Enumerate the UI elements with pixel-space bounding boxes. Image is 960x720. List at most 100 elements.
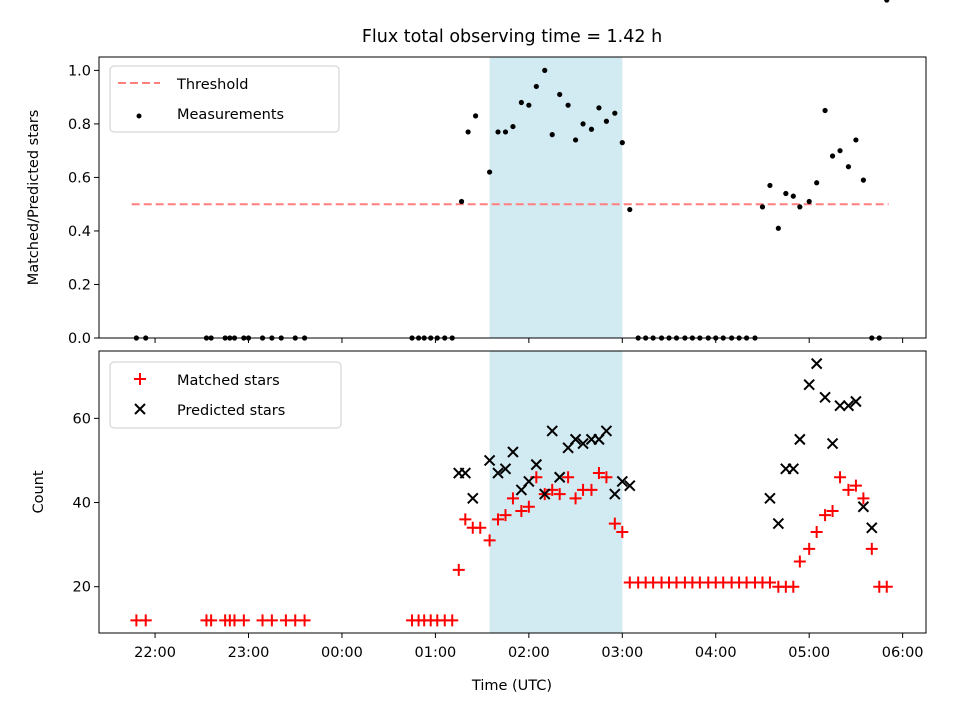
predicted-star-point	[834, 400, 846, 412]
matched-star-point	[483, 534, 496, 547]
ratio-x-axis	[154, 338, 904, 343]
chart-title: Flux total observing time = 1.42 h	[362, 27, 662, 47]
x-tick-label: 01:00	[415, 645, 457, 661]
x-tick-label: 22:00	[134, 645, 176, 661]
x-tick-label: 04:00	[695, 645, 737, 661]
ratio-y-axis-label: Matched/Predicted stars	[26, 110, 42, 286]
predicted-star-point	[826, 437, 839, 450]
x-tick-label: 06:00	[882, 645, 924, 661]
matched-star-point	[793, 555, 806, 568]
measurement-point	[526, 102, 532, 108]
x-axis-label: Time (UTC)	[471, 678, 552, 694]
predicted-star-point	[499, 463, 512, 475]
predicted-stars-series	[453, 357, 878, 534]
count-panel-frame	[98, 350, 927, 634]
predicted-legend-swatch	[134, 403, 146, 415]
matched-star-point	[553, 488, 566, 501]
measurement-point	[619, 140, 625, 146]
measurement-point	[853, 137, 859, 143]
predicted-star-point	[616, 475, 629, 488]
measurements-legend-swatch	[136, 113, 142, 119]
measurement-point	[603, 118, 610, 124]
matched-star-point	[474, 521, 487, 534]
measurement-point	[775, 225, 781, 231]
matched-star-point	[522, 500, 535, 513]
matched-star-point	[880, 580, 893, 593]
count-panel: 20 40 60 22:00 23:00 00:00 01:00 02:00 03:00 04:…	[31, 350, 927, 661]
measurement-point	[565, 102, 571, 108]
y-tick-label: 0.4	[68, 224, 91, 240]
predicted-star-point	[467, 492, 479, 505]
measurement-point	[502, 129, 509, 135]
matched-star-point	[834, 471, 847, 484]
predicted-star-point	[787, 463, 800, 475]
measurement-point	[580, 121, 586, 127]
measurement-point	[759, 204, 766, 210]
x-tick-label: 02:00	[508, 645, 550, 661]
measurement-point	[814, 180, 820, 186]
measurement-point	[822, 107, 828, 114]
matched-star-point	[819, 509, 832, 522]
matched-star-point	[857, 492, 870, 505]
measurement-point	[797, 204, 803, 210]
measurement-point	[487, 169, 493, 175]
predicted-star-point	[553, 471, 566, 483]
matched-star-point	[298, 614, 311, 627]
predicted-star-point	[624, 479, 636, 492]
predicted-star-point	[569, 433, 582, 446]
measurement-point	[510, 123, 516, 130]
predicted-star-point	[764, 492, 776, 505]
measurement-point	[884, 0, 890, 3]
count-x-axis: 22:00 23:00 00:00 01:00 02:00 03:00 04:00 05:00…	[134, 633, 924, 661]
measurement-point	[588, 126, 595, 132]
y-tick-label: 0.2	[68, 277, 91, 293]
predicted-star-point	[810, 357, 823, 370]
predicted-star-point	[842, 400, 855, 412]
ratio-legend: Threshold Measurements	[109, 65, 340, 133]
predicted-star-point	[600, 425, 613, 437]
measurements-legend-label: Measurements	[177, 107, 284, 123]
measurement-point	[627, 206, 633, 213]
matched-star-point	[446, 614, 459, 627]
measurement-point	[518, 99, 524, 106]
matched-star-point	[803, 542, 816, 555]
measurement-point	[596, 105, 602, 111]
x-tick-label: 05:00	[788, 645, 830, 661]
count-y-axis: 20 40 60	[73, 411, 99, 596]
matched-star-point	[515, 504, 528, 517]
count-y-axis-label: Count	[31, 470, 47, 513]
matched-star-point	[569, 492, 582, 505]
y-tick-label: 1.0	[68, 63, 91, 79]
measurement-point	[612, 110, 618, 116]
y-tick-label: 0.8	[68, 117, 91, 133]
measurement-point	[783, 190, 789, 197]
matched-star-point	[506, 492, 519, 505]
predicted-star-point	[819, 391, 831, 404]
matched-star-point	[616, 525, 629, 538]
matched-star-point	[763, 576, 776, 589]
matched-star-point	[810, 525, 823, 538]
predicted-star-point	[492, 467, 504, 479]
predicted-star-point	[459, 467, 472, 479]
y-tick-label: 40	[73, 496, 91, 512]
threshold-legend-label: Threshold	[176, 77, 248, 93]
measurement-point	[542, 67, 548, 73]
matched-star-point	[499, 509, 512, 522]
count-legend-box	[109, 361, 342, 429]
measurement-point	[837, 148, 843, 154]
measurement-point	[572, 137, 579, 143]
predicted-star-point	[866, 522, 878, 534]
measurement-point	[860, 177, 866, 183]
predicted-star-point	[857, 501, 870, 513]
matched-star-point	[237, 614, 250, 627]
matched-star-point	[865, 542, 878, 555]
matched-star-point	[139, 614, 152, 627]
y-tick-label: 20	[73, 580, 91, 596]
predicted-star-point	[609, 488, 621, 500]
measurement-point	[472, 113, 479, 119]
y-tick-label: 0.6	[68, 170, 91, 186]
matched-star-point	[205, 614, 218, 627]
matched-star-point	[585, 483, 598, 496]
matched-star-point	[562, 471, 575, 484]
